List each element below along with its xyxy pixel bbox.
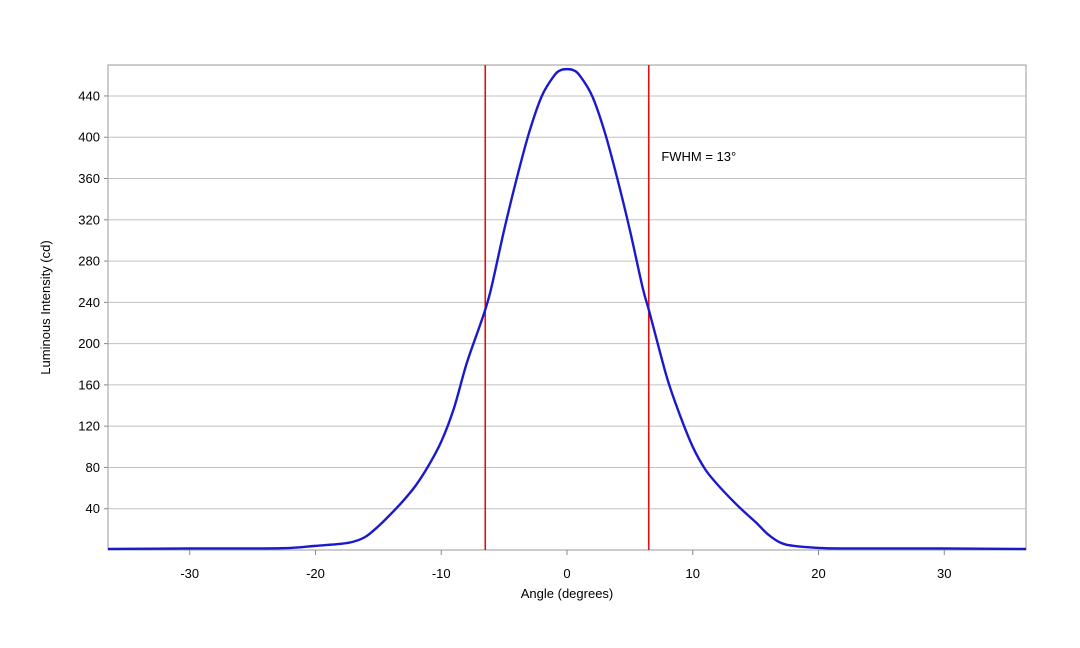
y-tick-label: 120 (78, 419, 100, 434)
y-tick-label: 440 (78, 88, 100, 103)
series-layer (107, 67, 1027, 551)
y-tick-label: 280 (78, 254, 100, 269)
x-tick-label: 30 (937, 566, 951, 581)
y-tick-label: 360 (78, 171, 100, 186)
x-tick-label: 10 (686, 566, 700, 581)
intensity-curve (107, 67, 1027, 551)
fwhm-annotation: FWHM = 13° (661, 149, 736, 164)
plot-area (107, 64, 1027, 551)
y-tick-label: 80 (86, 460, 100, 475)
y-tick-label: 240 (78, 295, 100, 310)
x-tick-label: 0 (563, 566, 570, 581)
x-tick-label: -10 (432, 566, 451, 581)
y-tick-label: 160 (78, 377, 100, 392)
x-tick-label: -20 (306, 566, 325, 581)
y-tick-label: 400 (78, 130, 100, 145)
y-tick-label: 200 (78, 336, 100, 351)
y-tick-label: 320 (78, 212, 100, 227)
y-axis-title: Luminous Intensity (cd) (38, 240, 53, 374)
gridlines (108, 95, 1026, 510)
x-tick-label: -30 (180, 566, 199, 581)
y-tick-label: 40 (86, 501, 100, 516)
x-tick-label: 20 (811, 566, 825, 581)
x-axis-title: Angle (degrees) (521, 586, 614, 601)
x-axis-ticks: -30 -20 -10 0 10 20 30 (180, 550, 951, 581)
y-axis-ticks: 40 80 120 160 200 240 280 320 360 400 440 (78, 88, 108, 516)
